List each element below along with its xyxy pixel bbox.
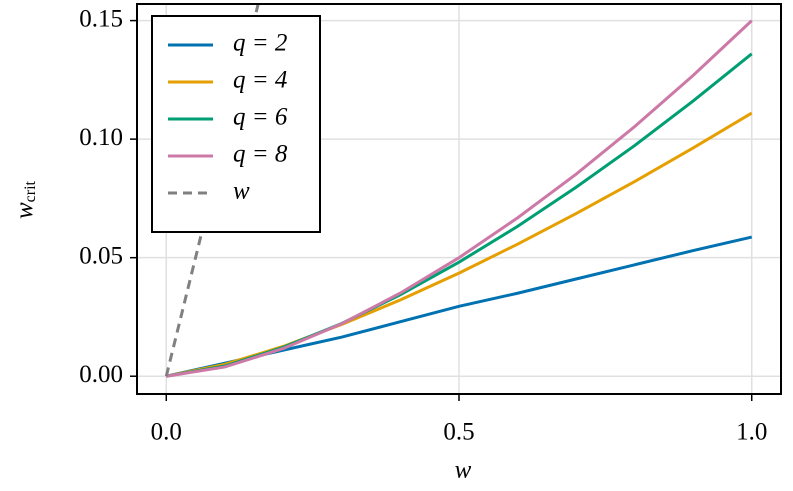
x-tick-label: 0.5 xyxy=(443,419,474,446)
y-tick-label: 0.10 xyxy=(79,124,123,151)
x-tick-label: 1.0 xyxy=(736,419,767,446)
legend-label: w xyxy=(233,178,250,205)
x-tick-label: 0.0 xyxy=(151,419,182,446)
legend: q = 2 q = 4 q = 6 q = 8 w xyxy=(151,15,321,233)
y-tick-label: 0.15 xyxy=(79,5,123,32)
series-line xyxy=(166,19,753,378)
y-tick-label: 0.05 xyxy=(79,242,123,269)
legend-label: q = 4 xyxy=(233,67,287,94)
y-tick-label: 0.00 xyxy=(79,361,123,388)
y-axis-label-main: w xyxy=(11,202,38,219)
y-axis-label: wcrit xyxy=(11,180,39,219)
x-axis-label: w xyxy=(455,457,472,484)
legend-label: q = 2 xyxy=(233,30,287,57)
y-axis-label-sub: crit xyxy=(22,180,39,202)
legend-label: q = 6 xyxy=(233,104,288,131)
legend-label: q = 8 xyxy=(233,141,288,168)
legend-box xyxy=(151,15,321,233)
